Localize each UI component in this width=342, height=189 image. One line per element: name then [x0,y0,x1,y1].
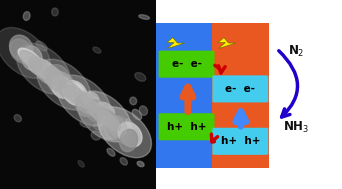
Ellipse shape [139,106,147,115]
Text: h+  h+: h+ h+ [167,122,206,132]
Ellipse shape [97,107,152,158]
Ellipse shape [66,83,84,101]
Ellipse shape [43,67,66,90]
Ellipse shape [97,111,120,131]
Ellipse shape [63,81,87,105]
Ellipse shape [52,76,72,98]
Ellipse shape [78,160,84,167]
Ellipse shape [139,15,149,19]
Ellipse shape [29,57,48,76]
Ellipse shape [93,123,103,130]
Ellipse shape [16,43,70,94]
Ellipse shape [0,27,50,78]
Text: NH$_3$: NH$_3$ [282,120,308,135]
Ellipse shape [82,98,105,119]
Ellipse shape [40,64,61,85]
Ellipse shape [37,59,91,110]
Ellipse shape [52,8,58,16]
Ellipse shape [107,115,132,143]
Ellipse shape [23,12,30,20]
Ellipse shape [65,85,91,108]
Ellipse shape [46,65,70,90]
Ellipse shape [57,75,111,126]
Bar [212,23,269,168]
Ellipse shape [75,91,97,114]
Ellipse shape [60,80,81,101]
Ellipse shape [22,46,42,70]
Ellipse shape [118,122,142,147]
Ellipse shape [84,92,99,110]
Ellipse shape [10,39,32,63]
Ellipse shape [34,61,57,80]
Ellipse shape [10,35,33,61]
FancyBboxPatch shape [159,113,214,140]
Ellipse shape [95,107,119,126]
FancyBboxPatch shape [155,20,221,171]
Ellipse shape [20,51,42,70]
Ellipse shape [83,93,106,115]
Ellipse shape [18,48,42,68]
Ellipse shape [76,94,95,116]
Ellipse shape [126,119,135,129]
Text: N$_2$: N$_2$ [288,44,304,59]
Ellipse shape [105,121,120,140]
Ellipse shape [107,148,115,156]
Ellipse shape [27,56,47,75]
Ellipse shape [48,71,75,97]
FancyBboxPatch shape [212,75,268,102]
Ellipse shape [120,158,128,165]
Ellipse shape [93,47,101,53]
Ellipse shape [49,72,76,97]
Text: h+  h+: h+ h+ [221,136,260,146]
FancyBboxPatch shape [159,51,214,78]
FancyBboxPatch shape [212,128,268,155]
Ellipse shape [120,129,137,152]
Ellipse shape [80,120,92,128]
Ellipse shape [91,131,101,140]
Ellipse shape [100,117,118,139]
Text: e-  e-: e- e- [172,59,201,69]
Ellipse shape [132,109,142,120]
Ellipse shape [33,60,60,85]
Ellipse shape [34,59,55,78]
Polygon shape [218,38,236,49]
Ellipse shape [130,97,137,105]
Ellipse shape [96,102,115,118]
FancyArrowPatch shape [279,51,298,117]
Polygon shape [167,38,185,49]
Ellipse shape [60,82,77,100]
Ellipse shape [107,116,127,137]
Ellipse shape [88,103,115,126]
Text: e-  e-: e- e- [225,84,255,94]
Ellipse shape [77,91,131,142]
Ellipse shape [36,41,47,51]
Ellipse shape [14,115,22,122]
Ellipse shape [137,161,144,167]
Ellipse shape [87,100,104,122]
Ellipse shape [135,73,146,81]
